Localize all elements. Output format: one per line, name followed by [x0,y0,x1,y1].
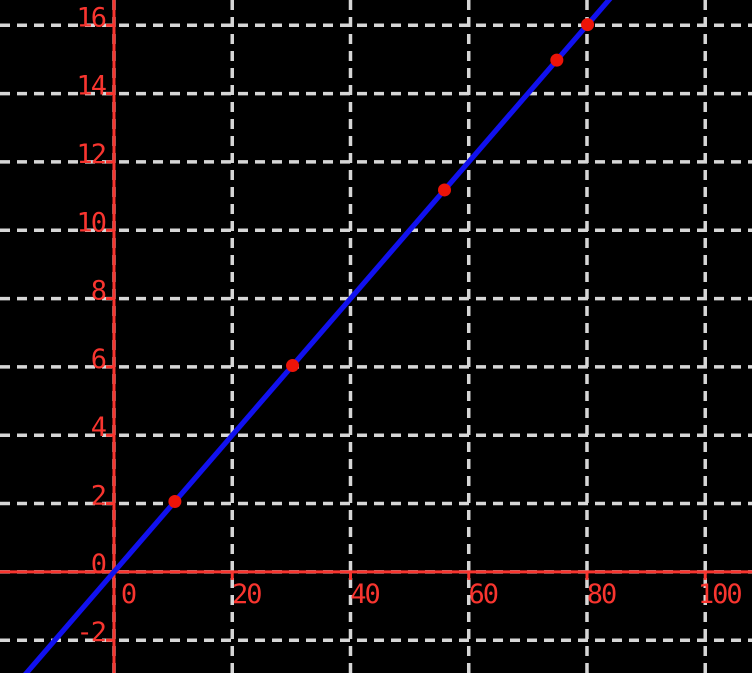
y-tick-label: 12 [76,139,105,170]
y-tick-label: 8 [91,276,106,307]
x-tick-label: 60 [468,579,497,610]
y-tick-label: 0 [91,549,106,580]
x-tick-label: 80 [587,579,616,610]
x-tick-label: 40 [350,579,379,610]
x-tick-label: 100 [698,579,742,610]
y-tick-label: 2 [91,481,105,512]
x-tick-label: 0 [121,579,136,610]
data-point [550,53,564,67]
data-point [168,495,182,509]
y-tick-label: 14 [76,71,105,102]
data-point [581,18,595,32]
data-point [286,359,300,373]
y-tick-label: 16 [76,2,105,33]
y-tick-label: 10 [76,207,105,238]
data-point [437,183,451,197]
x-tick-label: 20 [232,579,261,610]
y-tick-label: 4 [91,412,106,443]
y-tick-label: -2 [76,617,105,648]
y-tick-label: 6 [91,344,106,375]
